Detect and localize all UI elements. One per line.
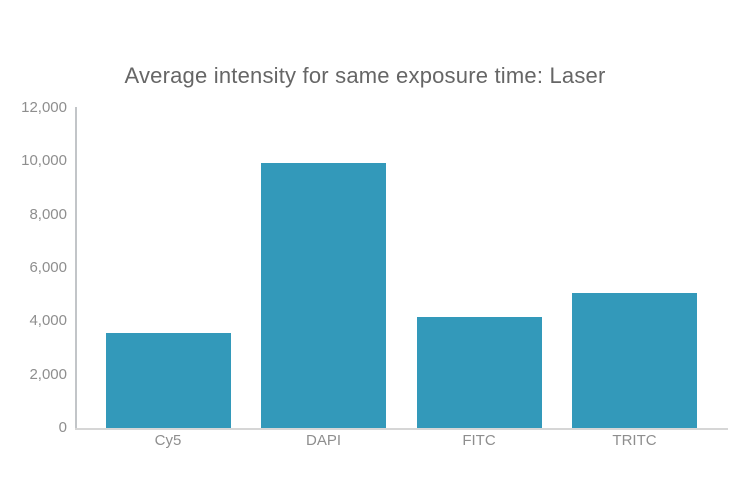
bar-fitc [416,317,542,428]
x-axis-label-tritc: TRITC [612,432,657,449]
x-axis-label-fitc: FITC [462,432,496,449]
chart-title: Average intensity for same exposure time… [124,63,606,88]
bar-cy5 [105,333,231,428]
x-axis-label-dapi: DAPI [305,432,341,449]
y-axis-tick-label: 12,000 [21,99,67,116]
x-axis-line [75,428,728,430]
y-axis-tick-label: 0 [58,419,67,436]
y-axis-tick-label: 6,000 [29,259,67,276]
bar-tritc [572,293,697,428]
y-axis-tick-label: 4,000 [29,312,67,330]
y-axis-tick-label: 8,000 [29,205,67,223]
bar-dapi [261,162,386,428]
x-axis-label-cy5: Cy5 [154,432,182,449]
y-axis-tick-label: 2,000 [29,365,67,383]
y-axis-line [75,107,77,429]
y-axis-tick-label: 10,000 [21,152,67,170]
